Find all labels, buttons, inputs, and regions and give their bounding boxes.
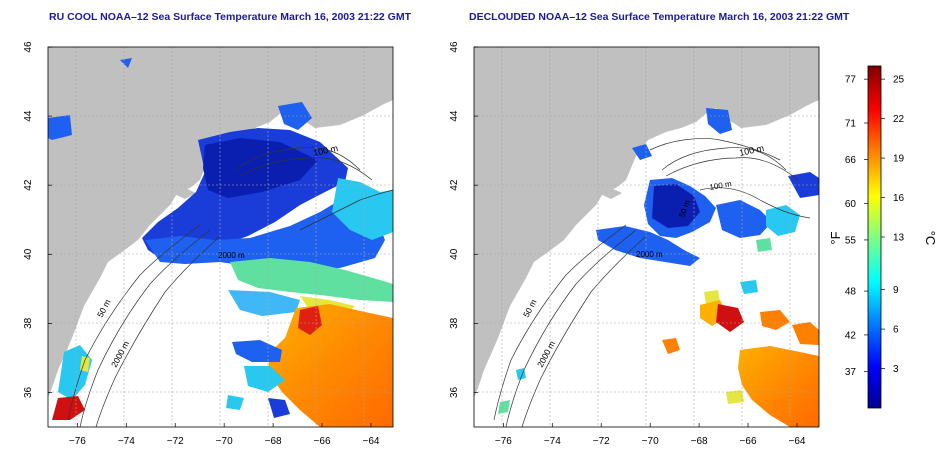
lon-tick-label: −66 <box>314 436 331 447</box>
iso-label-2000m-b: 2000 m <box>218 251 245 260</box>
left-map-frame <box>47 46 394 428</box>
deep-cold-core <box>203 138 318 198</box>
land-mass <box>48 47 393 398</box>
left-panel-title: RU COOL NOAA–12 Sea Surface Temperature … <box>49 11 412 23</box>
lon-tick-label: −64 <box>788 436 805 447</box>
colorbar: 25 22 19 16 13 9 6 3 77 71 66 60 55 48 42 37 °F °C <box>828 65 938 409</box>
celsius-tick-label: 25 <box>893 75 905 86</box>
left-map-panel: 100 m 50 m 2000 m 2000 m <box>47 46 394 428</box>
long-island <box>596 188 622 199</box>
lon-tick-label: −68 <box>265 436 282 447</box>
celsius-unit-label: °C <box>923 231 938 246</box>
slope-water <box>230 258 393 302</box>
coastal-warm <box>52 396 85 420</box>
celsius-tick-label: 9 <box>893 285 899 296</box>
fahrenheit-tick-label: 48 <box>845 287 857 298</box>
fahrenheit-unit-label: °F <box>828 231 843 244</box>
lat-tick-label: 42 <box>23 179 34 191</box>
colorbar-gradient <box>867 65 882 409</box>
fahrenheit-tick-label: 66 <box>845 155 857 166</box>
lat-tick-label: 44 <box>23 110 34 122</box>
celsius-tick-label: 22 <box>893 114 905 125</box>
lon-tick-label: −72 <box>167 436 184 447</box>
lon-tick-label: −68 <box>691 436 708 447</box>
celsius-tick-label: 6 <box>893 325 899 336</box>
long-island <box>170 188 196 199</box>
lat-tick-label: 46 <box>23 41 34 53</box>
lat-tick-label: 46 <box>449 41 460 53</box>
lon-tick-label: −64 <box>362 436 379 447</box>
iso-label-2000m-b: 2000 m <box>636 250 663 259</box>
lat-tick-label: 40 <box>449 248 460 260</box>
lat-tick-label: 38 <box>449 317 460 329</box>
lon-tick-label: −66 <box>740 436 757 447</box>
isobath-lines <box>67 147 393 427</box>
right-panel-title: DECLOUDED NOAA–12 Sea Surface Temperatur… <box>469 11 850 23</box>
celsius-tick-label: 3 <box>893 364 899 375</box>
celsius-tick-label: 16 <box>893 193 905 204</box>
lon-tick-label: −74 <box>118 436 135 447</box>
mid-water <box>332 178 393 240</box>
right-map-panel: 100 m 100 m 50 m 50 m 2000 m 2000 m <box>473 46 820 428</box>
fahrenheit-tick-label: 55 <box>845 235 857 246</box>
fahrenheit-tick-label: 42 <box>845 330 857 341</box>
right-map-frame <box>473 46 820 428</box>
graticule <box>474 47 819 427</box>
fahrenheit-tick-label: 71 <box>845 119 857 130</box>
lat-tick-label: 36 <box>449 386 460 398</box>
gulf-stream-warm <box>738 346 819 427</box>
lon-tick-label: −74 <box>544 436 561 447</box>
iso-label-100m-b: 100 m <box>709 179 733 192</box>
slope-water-2 <box>228 290 300 316</box>
graticule <box>48 47 393 427</box>
lon-tick-label: −72 <box>593 436 610 447</box>
lon-tick-label: −70 <box>216 436 233 447</box>
warm-core <box>716 304 744 332</box>
lat-tick-label: 40 <box>23 248 34 260</box>
lat-tick-label: 36 <box>23 386 34 398</box>
lat-tick-label: 42 <box>449 179 460 191</box>
lon-tick-label: −76 <box>69 436 86 447</box>
gulf-stream-warm <box>268 304 393 427</box>
fahrenheit-tick-label: 77 <box>845 75 857 86</box>
axis-labels: −76 −74 −72 −70 −68 −66 −64 36 38 40 42 44 46 −76 −74 −… <box>23 41 806 447</box>
celsius-tick-label: 19 <box>893 154 905 165</box>
land-mass <box>474 47 819 398</box>
lat-tick-label: 44 <box>449 110 460 122</box>
isobath-lines <box>493 138 811 427</box>
fahrenheit-tick-label: 60 <box>845 199 857 210</box>
lat-tick-label: 38 <box>23 317 34 329</box>
fahrenheit-tick-label: 37 <box>845 367 857 378</box>
lon-tick-label: −70 <box>642 436 659 447</box>
lon-tick-label: −76 <box>495 436 512 447</box>
celsius-tick-label: 13 <box>893 233 905 244</box>
